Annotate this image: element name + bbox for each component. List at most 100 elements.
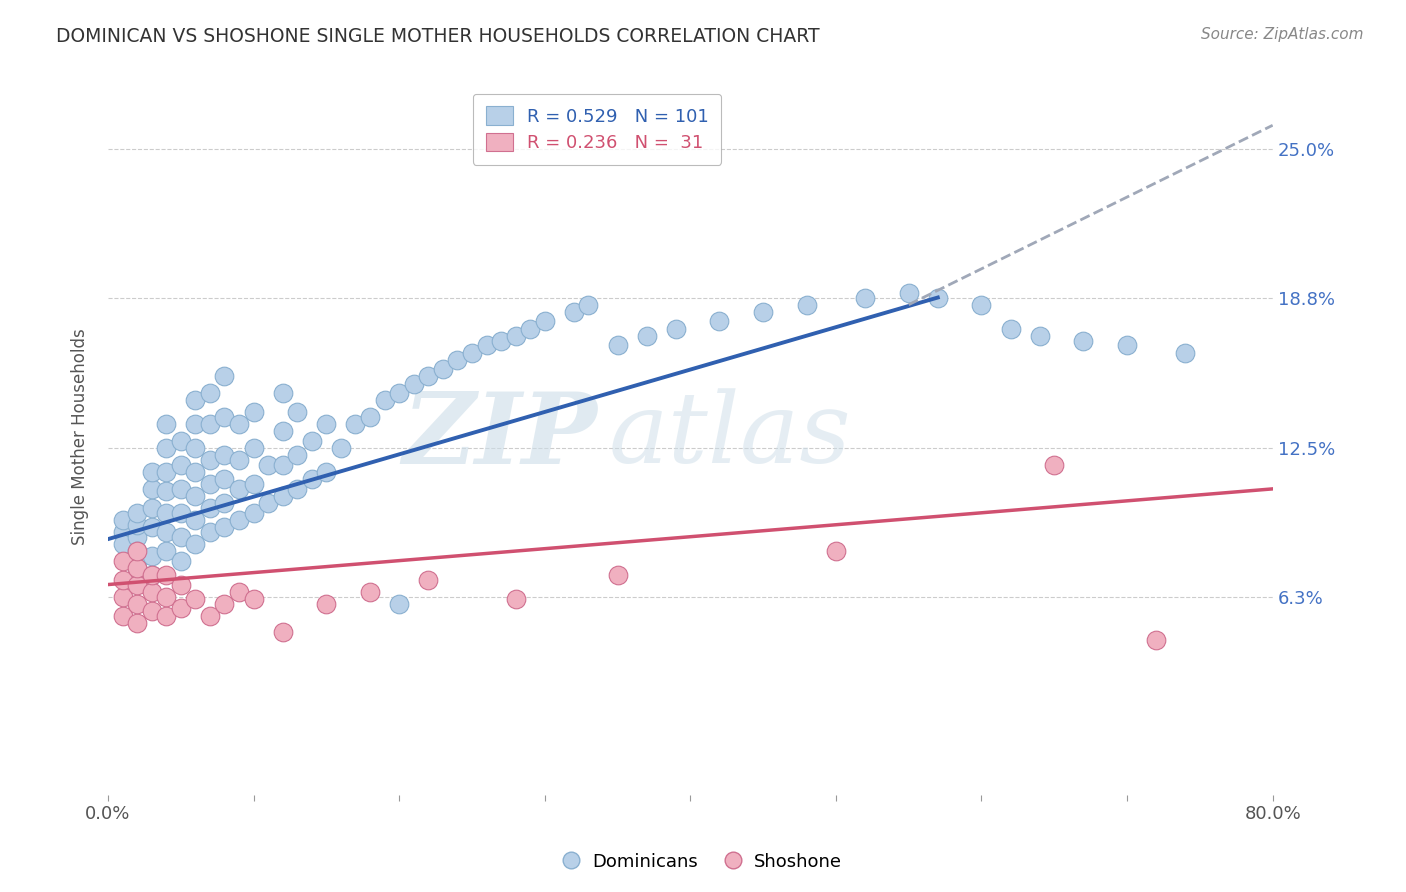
Point [155,417,177,432]
Point [141,604,163,618]
Point [461,345,484,359]
Point [315,417,337,432]
Point [853,291,876,305]
Point [285,405,308,419]
Point [1073,334,1095,348]
Point [170,506,193,520]
Point [170,530,193,544]
Point [127,577,149,591]
Point [825,544,848,558]
Point [315,597,337,611]
Point [271,386,294,401]
Point [155,608,177,623]
Text: Source: ZipAtlas.com: Source: ZipAtlas.com [1201,27,1364,42]
Point [418,573,440,587]
Point [606,568,628,582]
Point [184,441,207,455]
Point [359,584,381,599]
Point [519,321,541,335]
Point [214,496,236,510]
Point [1043,458,1066,472]
Point [155,506,177,520]
Point [505,328,527,343]
Point [155,465,177,479]
Point [141,465,163,479]
Point [155,484,177,499]
Point [402,376,425,391]
Point [1028,328,1050,343]
Point [257,496,280,510]
Point [228,453,250,467]
Point [285,482,308,496]
Point [214,449,236,463]
Point [315,465,337,479]
Point [127,561,149,575]
Point [127,517,149,532]
Point [228,513,250,527]
Point [198,417,221,432]
Point [155,524,177,539]
Point [198,453,221,467]
Point [665,321,688,335]
Point [184,513,207,527]
Point [388,597,411,611]
Point [184,465,207,479]
Point [214,472,236,486]
Point [505,591,527,606]
Point [111,608,134,623]
Point [127,544,149,558]
Point [475,338,498,352]
Point [198,386,221,401]
Legend: R = 0.529   N = 101, R = 0.236   N =  31: R = 0.529 N = 101, R = 0.236 N = 31 [472,94,721,165]
Point [636,328,658,343]
Point [301,434,323,448]
Point [214,597,236,611]
Point [170,482,193,496]
Point [1144,632,1167,647]
Point [214,520,236,534]
Point [228,584,250,599]
Legend: Dominicans, Shoshone: Dominicans, Shoshone [557,846,849,879]
Point [897,285,920,300]
Point [170,577,193,591]
Point [578,298,600,312]
Point [489,334,512,348]
Point [111,537,134,551]
Point [1174,345,1197,359]
Point [184,537,207,551]
Point [446,352,468,367]
Point [141,482,163,496]
Point [127,561,149,575]
Point [970,298,993,312]
Point [927,291,949,305]
Point [242,477,264,491]
Point [432,362,454,376]
Point [271,425,294,439]
Point [562,305,585,319]
Point [170,458,193,472]
Point [141,568,163,582]
Point [285,449,308,463]
Point [184,393,207,408]
Point [1000,321,1022,335]
Point [141,549,163,563]
Point [418,369,440,384]
Point [214,369,236,384]
Point [141,501,163,516]
Point [184,489,207,503]
Point [198,477,221,491]
Point [141,520,163,534]
Point [198,501,221,516]
Point [198,524,221,539]
Point [359,410,381,425]
Point [228,482,250,496]
Point [198,608,221,623]
Point [155,441,177,455]
Point [271,489,294,503]
Y-axis label: Single Mother Households: Single Mother Households [72,328,89,545]
Point [752,305,775,319]
Point [374,393,396,408]
Point [242,591,264,606]
Point [127,530,149,544]
Point [155,544,177,558]
